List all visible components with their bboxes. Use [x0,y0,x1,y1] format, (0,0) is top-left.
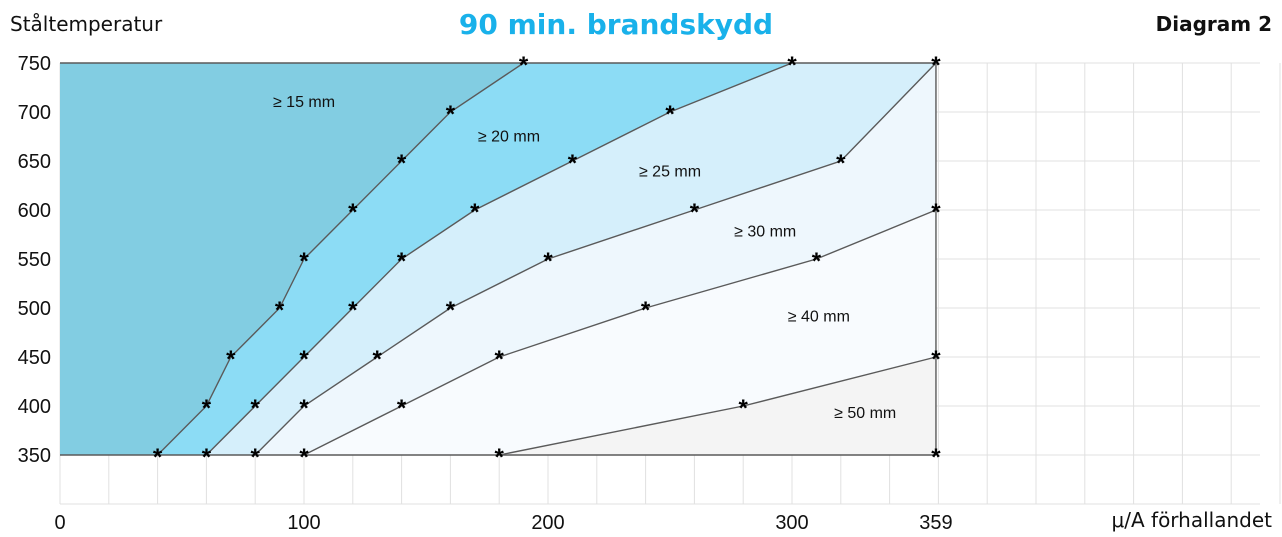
y-tick-label: 700 [18,102,51,124]
region-label: ≥ 50 mm [834,405,896,422]
data-point-marker: * [787,52,797,79]
region-20mm [157,63,793,455]
data-point-marker: * [202,444,212,471]
data-point-marker: * [470,199,480,226]
data-point-marker: * [299,395,309,422]
x-axis-label: μ/A förhallandet [1111,508,1272,532]
data-point-marker: * [202,395,212,422]
boundary-line-30mm [303,209,937,456]
region-25mm [206,63,936,455]
x-tick-label: 359 [919,512,952,534]
data-point-marker: * [495,346,505,373]
data-point-marker: * [931,199,941,226]
data-point-marker: * [397,395,407,422]
data-point-marker: * [348,297,358,324]
x-tick-label: 300 [775,512,808,534]
y-tick-label: 350 [18,445,51,467]
region-label: ≥ 15 mm [273,94,335,111]
region-label: ≥ 25 mm [639,164,701,181]
diagram-label: Diagram 2 [1155,12,1272,36]
y-tick-label: 550 [18,249,51,271]
region-50mm [499,357,936,455]
data-point-marker: * [812,248,822,275]
y-tick-label: 600 [18,200,51,222]
data-point-marker: * [690,199,700,226]
data-point-marker: * [348,199,358,226]
boundary-line-40mm [499,356,937,456]
y-tick-label: 400 [18,396,51,418]
data-point-marker: * [739,395,749,422]
y-tick-label: 750 [18,53,51,75]
data-point-marker: * [299,248,309,275]
boundary-line-15mm [157,62,524,456]
data-point-marker: * [299,346,309,373]
data-point-marker: * [495,444,505,471]
data-point-marker: * [373,346,383,373]
y-tick-label: 650 [18,151,51,173]
data-point-marker: * [446,297,456,324]
data-point-marker: * [836,150,846,177]
data-point-marker: * [446,101,456,128]
data-point-marker: * [251,395,261,422]
y-axis-label: Ståltemperatur [10,12,163,36]
boundary-line-25mm [254,62,937,456]
x-tick-label: 0 [54,512,65,534]
data-point-marker: * [665,101,675,128]
data-point-marker: * [543,248,553,275]
data-point-marker: * [519,52,529,79]
data-point-marker: * [299,444,309,471]
y-tick-label: 450 [18,347,51,369]
region-label: ≥ 30 mm [734,223,796,240]
region-label: ≥ 40 mm [788,309,850,326]
data-point-marker: * [397,150,407,177]
boundary-line-20mm [205,62,793,456]
data-point-marker: * [931,52,941,79]
region-30mm [255,63,936,455]
region-label: ≥ 20 mm [478,128,540,145]
region-15mm [60,63,524,455]
data-point-marker: * [275,297,285,324]
data-point-marker: * [153,444,163,471]
data-point-marker: * [641,297,651,324]
data-point-marker: * [226,346,236,373]
region-40mm [304,210,936,455]
x-tick-label: 100 [287,512,320,534]
data-point-marker: * [931,346,941,373]
data-point-marker: * [568,150,578,177]
y-tick-label: 500 [18,298,51,320]
data-point-marker: * [931,444,941,471]
data-point-marker: * [251,444,261,471]
x-tick-label: 200 [531,512,564,534]
chart-title: 90 min. brandskydd [458,8,774,41]
data-point-marker: * [397,248,407,275]
